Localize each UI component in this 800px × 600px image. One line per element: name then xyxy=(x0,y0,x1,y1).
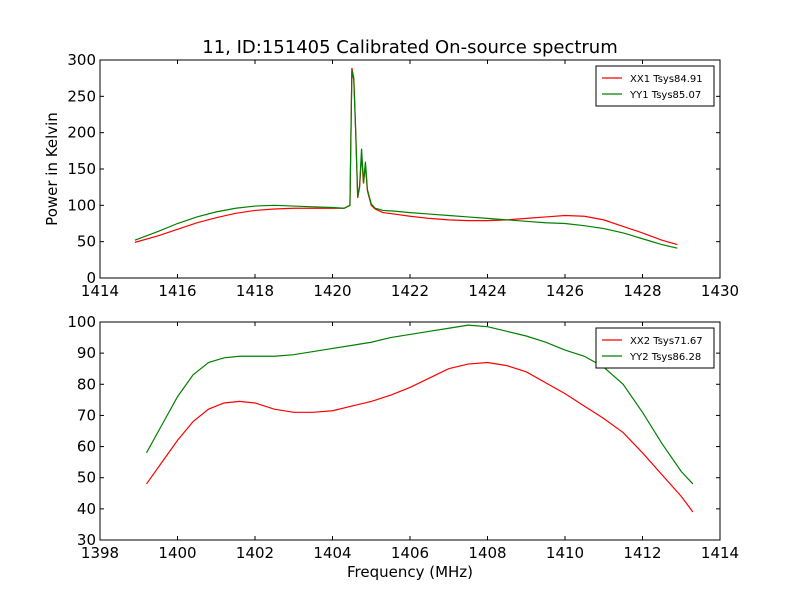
x-tick-label: 1420 xyxy=(313,282,351,300)
x-tick-label: 1422 xyxy=(391,282,429,300)
series-line-1-2 xyxy=(134,70,678,249)
x-axis-label: Frequency (MHz) xyxy=(347,563,473,581)
y-tick-label: 100 xyxy=(67,196,96,214)
x-tick-label: 1414 xyxy=(81,282,119,300)
y-tick-label: 60 xyxy=(77,438,96,456)
x-tick-label: 1404 xyxy=(313,544,351,562)
y-tick-label: 80 xyxy=(77,375,96,393)
x-tick-label: 1418 xyxy=(236,282,274,300)
y-tick-label: 40 xyxy=(77,500,96,518)
y-tick-label: 100 xyxy=(67,313,96,331)
legend-entry: YY2 Tsys86.28 xyxy=(629,352,701,363)
x-tick-label: 1402 xyxy=(236,544,274,562)
y-tick-label: 50 xyxy=(77,233,96,251)
series-line-2-1 xyxy=(146,361,694,513)
x-tick-label: 1424 xyxy=(468,282,506,300)
x-tick-label: 1426 xyxy=(546,282,584,300)
x-tick-label: 1428 xyxy=(623,282,661,300)
legend-entry: YY1 Tsys85.07 xyxy=(629,90,701,101)
x-tick-label: 1400 xyxy=(158,544,196,562)
legend: XX2 Tsys71.67 YY2 Tsys86.28 xyxy=(595,327,715,369)
y-axis-label: Power in Kelvin xyxy=(43,112,61,226)
legend-box xyxy=(595,327,715,369)
legend-entry: XX2 Tsys71.67 xyxy=(630,336,703,347)
legend: XX1 Tsys84.91 YY1 Tsys85.07 xyxy=(595,65,715,107)
y-tick-label: 300 xyxy=(67,51,96,69)
x-tick-label: 1412 xyxy=(623,544,661,562)
x-tick-label: 1398 xyxy=(81,544,119,562)
x-tick-label: 1416 xyxy=(158,282,196,300)
legend-box xyxy=(595,65,715,107)
x-tick-label: 1410 xyxy=(546,544,584,562)
y-tick-label: 50 xyxy=(77,469,96,487)
x-tick-label: 1414 xyxy=(701,544,739,562)
top-spectrum-panel: 1414 1416 1418 1420 1422 1424 1426 1428 1430 0 50 1… xyxy=(43,51,739,300)
y-tick-label: 200 xyxy=(67,124,96,142)
x-tick-label: 1408 xyxy=(468,544,506,562)
y-tick-label: 0 xyxy=(86,269,96,287)
x-tick-label: 1406 xyxy=(391,544,429,562)
y-tick-label: 90 xyxy=(77,344,96,362)
y-tick-label: 70 xyxy=(77,406,96,424)
y-tick-label: 150 xyxy=(67,160,96,178)
x-tick-label: 1430 xyxy=(701,282,739,300)
legend-entry: XX1 Tsys84.91 xyxy=(630,74,703,85)
y-tick-label: 30 xyxy=(77,531,96,549)
chart-title: 11, ID:151405 Calibrated On-source spect… xyxy=(202,37,618,58)
y-tick-label: 250 xyxy=(67,87,96,105)
bottom-spectrum-panel: 1398 1400 1402 1404 1406 1408 1410 1412 1414 30 40… xyxy=(67,313,739,581)
